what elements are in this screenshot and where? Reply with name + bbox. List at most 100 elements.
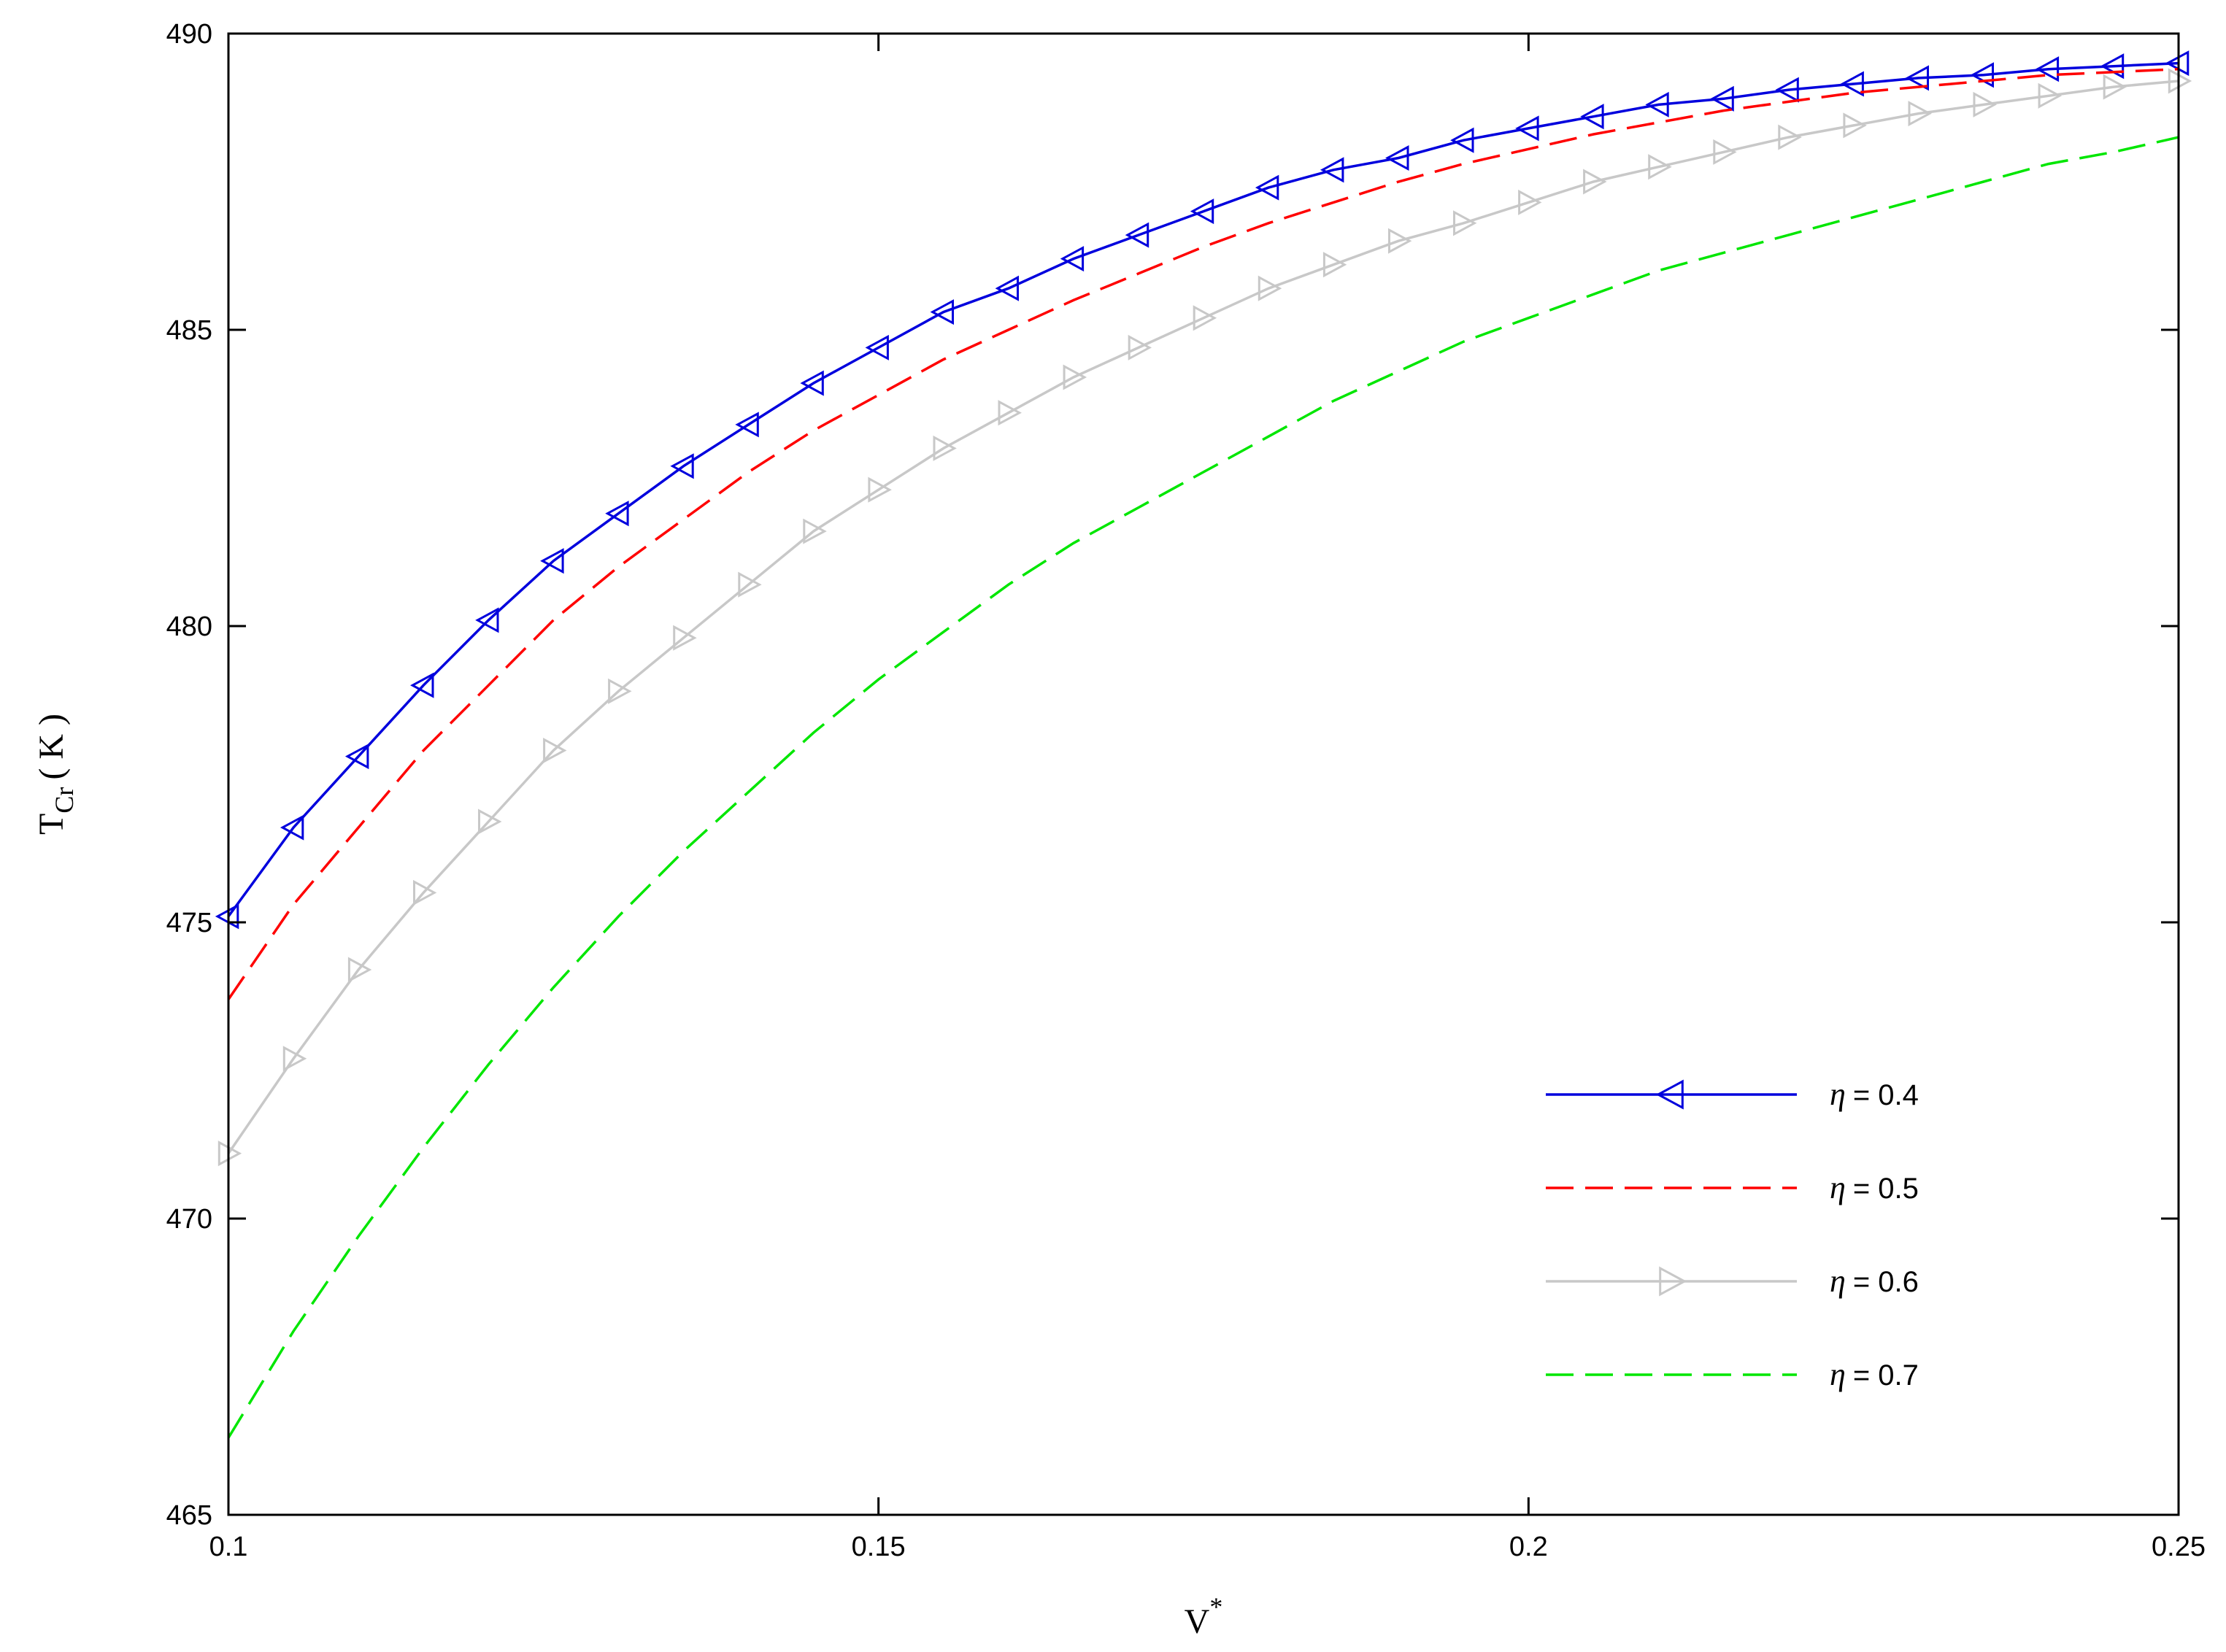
- y-axis-title: TCr ( K ): [32, 714, 79, 835]
- data-point: [608, 678, 632, 704]
- x-axis-title-sup: *: [1209, 1592, 1222, 1621]
- y-axis-title-base: T: [32, 814, 71, 835]
- data-point: [670, 453, 694, 479]
- data-point: [1583, 169, 1607, 195]
- data-point: [1063, 364, 1087, 390]
- data-point: [1125, 222, 1149, 248]
- data-point: [1388, 228, 1412, 254]
- x-axis: 0.1 0.15 0.2 0.25: [209, 34, 2206, 1562]
- x-tick-label: 0.1: [209, 1532, 248, 1562]
- data-point: [1908, 101, 1932, 127]
- y-tick-label: 470: [166, 1204, 212, 1235]
- y-axis: 465 470 475 480 485 490: [166, 19, 2179, 1531]
- x-tick-label: 0.25: [2152, 1532, 2206, 1562]
- data-point: [1645, 91, 1669, 117]
- data-point: [865, 334, 889, 360]
- legend-label: η = 0.6: [1830, 1263, 1919, 1299]
- data-point: [605, 501, 629, 527]
- legend-eta-symbol: η: [1830, 1170, 1846, 1205]
- legend: η = 0.4η = 0.5η = 0.6η = 0.7: [1546, 1076, 1919, 1392]
- data-point: [1453, 210, 1477, 236]
- legend-eta-value: = 0.6: [1853, 1266, 1919, 1298]
- y-tick-label: 485: [166, 315, 212, 346]
- data-point: [1193, 305, 1217, 331]
- series-07: [227, 136, 2179, 1439]
- plot-series: [215, 50, 2192, 1439]
- data-point: [803, 518, 827, 544]
- data-point: [475, 607, 499, 633]
- data-point: [282, 1046, 307, 1072]
- data-point: [2038, 82, 2063, 109]
- data-point: [478, 808, 502, 835]
- data-point: [673, 625, 697, 651]
- data-point: [413, 879, 437, 906]
- data-point: [1450, 127, 1474, 153]
- data-point: [1060, 246, 1085, 272]
- data-point: [1515, 115, 1539, 142]
- y-tick-label: 490: [166, 19, 212, 50]
- legend-item: η = 0.4: [1546, 1076, 1919, 1112]
- legend-item: η = 0.6: [1546, 1263, 1919, 1299]
- data-point: [1320, 157, 1344, 183]
- legend-marker: [1659, 1266, 1687, 1297]
- legend-label: η = 0.5: [1830, 1170, 1919, 1205]
- data-point: [1843, 112, 1867, 139]
- x-axis-title: V*: [1185, 1592, 1223, 1641]
- data-point: [1322, 252, 1347, 278]
- data-point: [735, 412, 759, 438]
- y-tick-label: 480: [166, 611, 212, 642]
- y-tick-label: 475: [166, 908, 212, 938]
- data-point: [1518, 189, 1542, 215]
- data-point: [1905, 65, 1929, 91]
- y-axis-title-sub: Cr: [50, 787, 79, 814]
- data-point: [2035, 56, 2060, 82]
- legend-eta-symbol: η: [1830, 1356, 1846, 1392]
- data-point: [1258, 275, 1282, 301]
- series-line: [227, 61, 2179, 917]
- legend-label: η = 0.4: [1830, 1076, 1919, 1112]
- data-point: [1778, 124, 1802, 150]
- legend-eta-value: = 0.4: [1853, 1079, 1919, 1111]
- data-point: [1973, 91, 1997, 117]
- data-point: [347, 957, 372, 983]
- series-04: [215, 50, 2190, 930]
- legend-marker: [1655, 1079, 1684, 1110]
- data-point: [1128, 334, 1152, 360]
- y-axis-title-unit: ( K ): [32, 714, 71, 780]
- series-06: [217, 68, 2192, 1167]
- data-point: [280, 814, 304, 841]
- data-point: [1710, 85, 1734, 112]
- series-line: [227, 80, 2179, 1154]
- x-tick-label: 0.2: [1509, 1532, 1548, 1562]
- data-point: [1840, 71, 1864, 97]
- series-line: [227, 136, 2179, 1439]
- data-point: [1648, 154, 1672, 180]
- y-tick-label: 465: [166, 1500, 212, 1531]
- plot-frame: [227, 32, 2180, 1516]
- legend-eta-symbol: η: [1830, 1263, 1846, 1299]
- data-point: [995, 275, 1019, 301]
- data-point: [1190, 198, 1214, 225]
- data-point: [930, 299, 954, 325]
- data-point: [1580, 104, 1604, 130]
- data-point: [1385, 144, 1409, 171]
- legend-eta-value: = 0.5: [1853, 1173, 1919, 1205]
- legend-item: η = 0.5: [1546, 1170, 1919, 1205]
- data-point: [800, 370, 824, 396]
- data-point: [543, 737, 567, 764]
- x-tick-label: 0.15: [852, 1532, 906, 1562]
- data-point: [410, 672, 434, 698]
- legend-eta-value: = 0.7: [1853, 1359, 1919, 1392]
- data-point: [1255, 174, 1279, 201]
- data-point: [2103, 74, 2127, 100]
- data-point: [738, 571, 762, 598]
- data-point: [868, 476, 892, 503]
- data-point: [998, 400, 1022, 426]
- data-point: [540, 548, 564, 574]
- data-point: [1713, 139, 1737, 165]
- legend-item: η = 0.7: [1546, 1356, 1919, 1392]
- x-axis-title-base: V: [1185, 1602, 1210, 1641]
- data-point: [933, 435, 957, 461]
- data-point: [344, 744, 369, 770]
